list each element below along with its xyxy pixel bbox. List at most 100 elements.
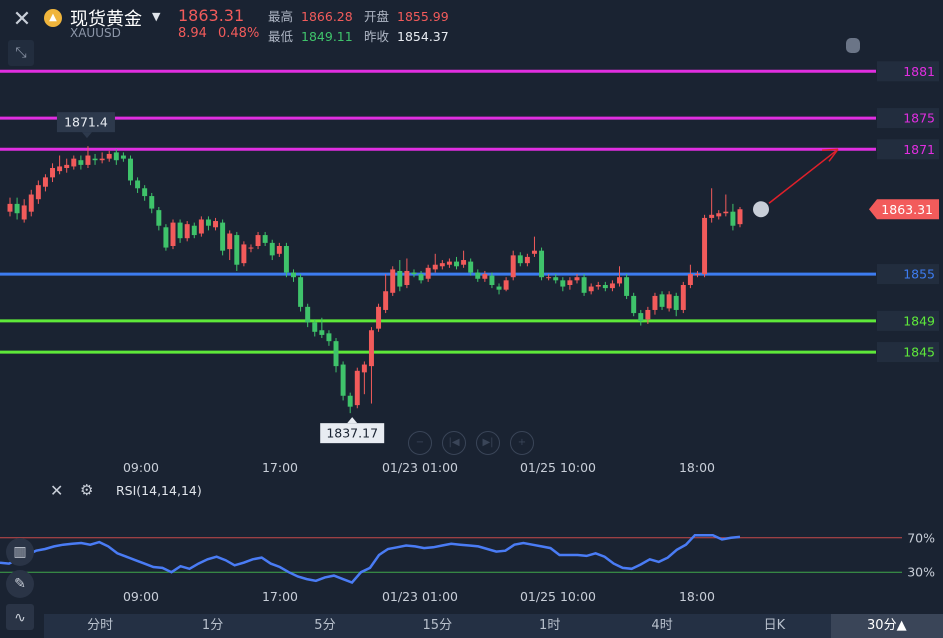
candle-body: [7, 203, 13, 212]
candle-body: [248, 247, 254, 249]
candle-body: [617, 277, 622, 284]
candle-body: [730, 211, 736, 226]
gold-coin-icon: ▲: [44, 9, 62, 27]
candle-body: [687, 274, 693, 285]
candle-body: [425, 267, 431, 279]
candle-body: [106, 153, 112, 159]
zoom-out-icon[interactable]: −: [408, 431, 432, 455]
rsi-settings-icon[interactable]: ⚙: [80, 481, 94, 499]
open-value: 1855.99: [397, 9, 449, 24]
rsi-x-tick-label: 18:00: [679, 589, 715, 604]
open-stat: 开盘 1855.99: [364, 6, 449, 25]
x-tick-label: 18:00: [679, 460, 715, 475]
rewind-icon[interactable]: |◀: [442, 431, 466, 455]
candle-body: [418, 274, 424, 281]
candle-body: [574, 277, 580, 281]
candles: [7, 146, 743, 414]
candle-body: [496, 286, 502, 290]
candle-body: [291, 272, 296, 278]
period-tab[interactable]: 分时: [87, 618, 114, 633]
max-label-pointer: [81, 132, 92, 139]
candle-body: [397, 270, 403, 287]
candle-body: [432, 264, 438, 270]
candle-body: [276, 246, 282, 254]
hline-label: 1855: [903, 267, 935, 282]
candle-body: [163, 227, 169, 248]
candle-body: [361, 364, 367, 373]
candle-body: [539, 250, 545, 278]
period-tab-active[interactable]: 30分▲: [830, 614, 943, 638]
close-icon[interactable]: ✕: [12, 7, 32, 32]
candle-body: [57, 166, 63, 172]
candle-body: [170, 222, 176, 246]
candle-body: [92, 158, 98, 161]
indicator-wave-icon[interactable]: ∿: [6, 604, 34, 630]
candle-body: [383, 291, 389, 310]
max-label: 1871.4: [64, 115, 108, 130]
low-stat: 最低 1849.11: [268, 26, 353, 45]
hline-label: 1849: [903, 313, 935, 328]
period-tab[interactable]: 4时: [651, 618, 673, 633]
candle-body: [652, 295, 658, 310]
hline-label-bg: [877, 61, 939, 82]
candle-body: [85, 155, 91, 165]
candle-body: [326, 333, 332, 342]
prev-label: 昨收: [364, 29, 390, 44]
period-tab[interactable]: 1分: [201, 618, 224, 633]
candle-body: [666, 294, 672, 309]
candle-body: [64, 164, 70, 168]
candle-body: [454, 261, 459, 267]
candle-body: [14, 203, 20, 214]
period-tab[interactable]: 5分: [314, 618, 336, 633]
period-tab[interactable]: 日K: [763, 618, 786, 633]
period-tab[interactable]: 1时: [539, 618, 561, 633]
x-tick-label: 01/25 10:00: [520, 460, 596, 475]
period-tab[interactable]: 15分: [422, 618, 453, 633]
instrument-name[interactable]: 现货黄金: [70, 9, 142, 30]
high-stat: 最高 1866.28: [268, 6, 353, 25]
target-arrow-line: [768, 148, 839, 204]
candle-body: [269, 242, 275, 256]
candle-body: [333, 341, 339, 367]
candle-body: [446, 261, 452, 265]
rsi-close-icon[interactable]: ✕: [50, 481, 64, 500]
zoom-in-icon[interactable]: +: [510, 431, 534, 455]
prev-value: 1854.37: [397, 29, 449, 44]
candlestick-chart[interactable]: 1881 1875 1871 1855 1849 1845 09:00 17:00 01/23…: [0, 0, 943, 480]
max-label-bg: [56, 112, 115, 133]
candle-body: [42, 177, 48, 187]
x-tick-label: 01/23 01:00: [382, 460, 458, 475]
candle-body: [510, 255, 516, 278]
candle-body: [78, 160, 84, 165]
x-tick-label: 17:00: [262, 460, 298, 475]
min-label-bg: [320, 423, 385, 444]
instrument-symbol: XAUUSD: [70, 26, 121, 40]
candle-body: [390, 269, 396, 293]
prev-stat: 昨收 1854.37: [364, 26, 449, 45]
candle-body: [517, 255, 523, 264]
candle-body: [439, 263, 445, 267]
candle-body: [694, 274, 700, 276]
collapse-icon[interactable]: ⤡: [8, 40, 34, 66]
price-change-pct: 0.48%: [218, 26, 260, 41]
min-label: 1837.17: [326, 426, 378, 441]
horizontal-lines: 1881 1875 1871 1855 1849 1845: [0, 61, 939, 363]
draw-pencil-icon[interactable]: ✎: [6, 570, 34, 598]
candle-body: [191, 225, 197, 236]
candle-body: [411, 272, 417, 275]
high-value: 1866.28: [301, 9, 353, 24]
candle-body: [198, 219, 204, 234]
candle-body: [220, 222, 226, 251]
hline-label-bg: [877, 342, 939, 363]
indicator-icon[interactable]: ▥: [6, 538, 34, 566]
candle-body: [113, 152, 119, 161]
candle-body: [71, 158, 77, 167]
chart-nav: − |◀ ▶| +: [408, 430, 544, 455]
chevron-down-icon[interactable]: ▼: [152, 10, 161, 23]
candle-body: [624, 277, 630, 296]
last-price-tag: [869, 199, 939, 220]
candle-body: [588, 286, 594, 292]
forward-icon[interactable]: ▶|: [476, 431, 500, 455]
candle-body: [716, 213, 722, 217]
candle-body: [503, 280, 509, 290]
